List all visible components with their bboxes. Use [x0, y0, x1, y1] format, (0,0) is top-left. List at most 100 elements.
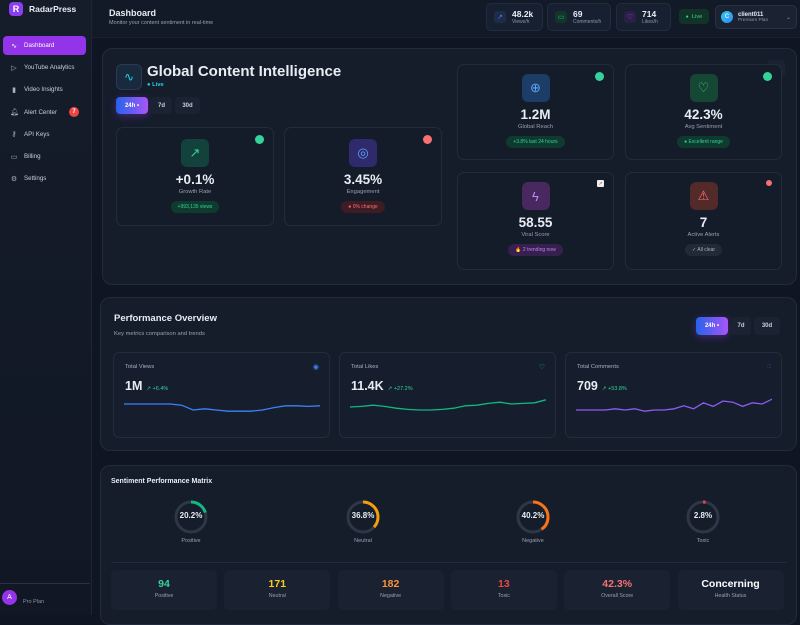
trending-up-icon: ↗ [494, 11, 506, 23]
tab-30d[interactable]: 30d [175, 97, 200, 114]
live-label: Live [152, 82, 164, 88]
sidebar-item-billing[interactable]: ▭ Billing [3, 147, 86, 166]
status-dot [255, 135, 264, 144]
perf-value: 11.4K [351, 379, 384, 393]
sidebar-item-api-keys[interactable]: ⚷ API Keys [3, 125, 86, 144]
globe-icon: ⊕ [521, 74, 550, 102]
stat-value: 48.2k [512, 9, 534, 19]
metric-label: Viral Score [521, 232, 550, 238]
avatar[interactable]: A [2, 590, 17, 605]
stat-value: 13 [498, 578, 510, 590]
sentiment-ring-neutral: 36.8% Neutral [328, 499, 398, 544]
stat-label: Likes/h [642, 19, 658, 25]
metric-value: 58.55 [518, 215, 553, 230]
heart-icon: ♡ [538, 364, 545, 371]
sentiment-stat-neutral: 171 Neutral [224, 570, 331, 610]
page-title: Dashboard [109, 8, 157, 18]
gear-icon: ⚙ [10, 175, 18, 183]
bell-icon: 🔔︎ [10, 109, 19, 117]
sentiment-ring-toxic: 2.8% Toxic [668, 499, 738, 544]
sidebar: R RadarPress ∿ Dashboard ▷ YouTube Analytics… [0, 0, 92, 615]
live-badge: ● Live [679, 9, 709, 24]
sidebar-item-youtube-analytics[interactable]: ▷ YouTube Analytics [3, 58, 86, 77]
trending-up-icon: ↗ [181, 139, 209, 167]
metric-label: Growth Rate [178, 189, 212, 195]
stat-value: 94 [158, 578, 170, 590]
ring-value: 2.8% [693, 511, 713, 520]
message-icon: ▭ [555, 11, 567, 23]
sentiment-ring-positive: 20.2% Positive [156, 499, 226, 544]
ring-label: Negative [522, 538, 544, 544]
sentiment-ring-negative: 40.2% Negative [498, 499, 568, 544]
sparkline-line [124, 403, 320, 412]
ring-arc [516, 500, 550, 534]
divider [111, 562, 787, 563]
perf-label: Total Likes [351, 364, 379, 370]
sidebar-item-dashboard[interactable]: ∿ Dashboard [3, 36, 86, 55]
metric-label: Active Alerts [687, 232, 720, 238]
perf-change-value: +27.2% [393, 386, 413, 392]
metric-card-active-alerts: ⚠ 7 Active Alerts ✓ All clear [625, 172, 782, 270]
eye-icon: ◉ [312, 364, 319, 371]
perf-change-value: +53.8% [608, 386, 627, 392]
heart-icon: ♡ [624, 11, 636, 23]
play-icon: ▷ [11, 64, 17, 72]
logo[interactable]: R RadarPress [9, 2, 76, 16]
hero-title: Global Content Intelligence [147, 63, 342, 80]
performance-subtitle: Key metrics comparison and trends [114, 331, 205, 337]
plan-label: Pro Plan [23, 599, 45, 605]
perf-label: Total Comments [577, 364, 619, 370]
perf-tab-24h[interactable]: 24h • [696, 317, 728, 335]
metric-pill: +993,135 views [170, 201, 220, 213]
sparkline [576, 398, 772, 412]
sparkline [350, 399, 546, 411]
ring-chart [346, 500, 380, 534]
metric-card-global-reach: ⊕ 1.2M Global Reach +3.8% last 24 hours [457, 64, 614, 160]
sidebar-item-label: Dashboard [24, 42, 55, 49]
metric-value: +0.1% [175, 172, 215, 187]
stat-value: 182 [381, 578, 400, 590]
chevron-down-icon: ⌄ [785, 14, 791, 21]
perf-tab-30d[interactable]: 30d [754, 317, 780, 335]
sentiment-title: Sentiment Performance Matrix [111, 478, 213, 485]
tab-24h[interactable]: 24h • [116, 97, 148, 114]
stat-label: Views/h [512, 19, 530, 25]
stat-label: Comments/h [573, 19, 602, 25]
credit-card-icon: ▭ [10, 153, 18, 161]
sparkline-line [576, 398, 772, 412]
stat-label: Neutral [268, 593, 286, 599]
ring-value: 20.2% [179, 511, 203, 520]
metric-card-viral-score: ↗ ϟ 58.55 Viral Score 🔥 2 trending now [457, 172, 614, 270]
sidebar-item-video-insights[interactable]: ▮ Video Insights [3, 80, 86, 99]
sidebar-item-alert-center[interactable]: 🔔︎ Alert Center [3, 103, 86, 122]
perf-change: ↗ +27.2% [387, 386, 413, 392]
message-icon: ◌ [766, 363, 771, 370]
stat-value: 42.3% [602, 578, 633, 590]
heart-icon: ♡ [689, 74, 718, 102]
metric-value: 3.45% [343, 172, 383, 187]
tab-label: 24h [124, 102, 136, 109]
avatar: C [721, 11, 733, 23]
sidebar-item-settings[interactable]: ⚙ Settings [3, 169, 86, 188]
views-per-hour-stat: ↗ 48.2k Views/h [486, 3, 543, 31]
perf-value: 1M [125, 379, 143, 393]
sidebar-item-label: Settings [24, 175, 47, 183]
metric-card-avg-sentiment: ♡ 42.3% Avg Sentiment ● Excellent range [625, 64, 782, 160]
tab-label: 24h [704, 323, 716, 329]
status-dot [763, 72, 772, 81]
logo-mark: R [9, 2, 23, 16]
perf-tab-7d[interactable]: 7d [731, 317, 751, 335]
metric-label: Avg Sentiment [684, 124, 723, 130]
user-name: client011 [738, 11, 764, 18]
tab-7d[interactable]: 7d [151, 97, 172, 114]
ring-arc [346, 500, 380, 534]
perf-card-total-likes: Total Likes ♡ 11.4K ↗ +27.2% [339, 352, 556, 438]
sentiment-stat-positive: 94 Positive [111, 570, 217, 610]
metric-card-engagement: ◎ 3.45% Engagement ● 0% change [284, 127, 442, 226]
sparkline [124, 403, 320, 412]
ring-chart [686, 500, 720, 534]
stat-value: 69 [573, 9, 583, 19]
user-plan: Premium Plan [738, 17, 769, 23]
metric-value: 7 [699, 215, 708, 230]
